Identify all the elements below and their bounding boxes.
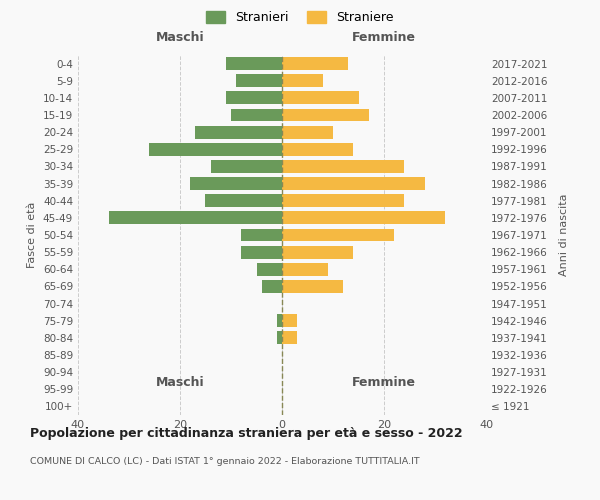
Bar bbox=[206, 194, 282, 207]
Bar bbox=[149, 143, 282, 156]
Bar bbox=[226, 57, 282, 70]
Bar bbox=[282, 92, 359, 104]
Bar bbox=[190, 177, 282, 190]
Legend: Stranieri, Straniere: Stranieri, Straniere bbox=[202, 6, 398, 29]
Bar bbox=[226, 92, 282, 104]
Bar bbox=[282, 194, 404, 207]
Bar bbox=[282, 74, 323, 87]
Text: Popolazione per cittadinanza straniera per età e sesso - 2022: Popolazione per cittadinanza straniera p… bbox=[30, 428, 463, 440]
Text: COMUNE DI CALCO (LC) - Dati ISTAT 1° gennaio 2022 - Elaborazione TUTTITALIA.IT: COMUNE DI CALCO (LC) - Dati ISTAT 1° gen… bbox=[30, 458, 419, 466]
Bar bbox=[236, 74, 282, 87]
Bar bbox=[282, 108, 369, 122]
Bar bbox=[282, 314, 298, 327]
Bar bbox=[282, 246, 353, 258]
Bar bbox=[282, 177, 425, 190]
Bar bbox=[282, 263, 328, 276]
Bar bbox=[241, 246, 282, 258]
Bar bbox=[282, 126, 333, 138]
Bar bbox=[282, 160, 404, 173]
Bar bbox=[241, 228, 282, 241]
Bar bbox=[282, 280, 343, 293]
Y-axis label: Anni di nascita: Anni di nascita bbox=[559, 194, 569, 276]
Bar bbox=[257, 263, 282, 276]
Bar bbox=[277, 332, 282, 344]
Bar bbox=[282, 212, 445, 224]
Bar bbox=[211, 160, 282, 173]
Text: Maschi: Maschi bbox=[155, 31, 205, 44]
Bar bbox=[196, 126, 282, 138]
Bar bbox=[109, 212, 282, 224]
Bar bbox=[282, 332, 298, 344]
Bar bbox=[231, 108, 282, 122]
Y-axis label: Fasce di età: Fasce di età bbox=[28, 202, 37, 268]
Bar bbox=[282, 228, 394, 241]
Bar bbox=[282, 57, 349, 70]
Text: Femmine: Femmine bbox=[352, 376, 416, 388]
Bar bbox=[262, 280, 282, 293]
Bar bbox=[282, 143, 353, 156]
Text: Maschi: Maschi bbox=[155, 376, 205, 388]
Bar bbox=[277, 314, 282, 327]
Text: Femmine: Femmine bbox=[352, 31, 416, 44]
